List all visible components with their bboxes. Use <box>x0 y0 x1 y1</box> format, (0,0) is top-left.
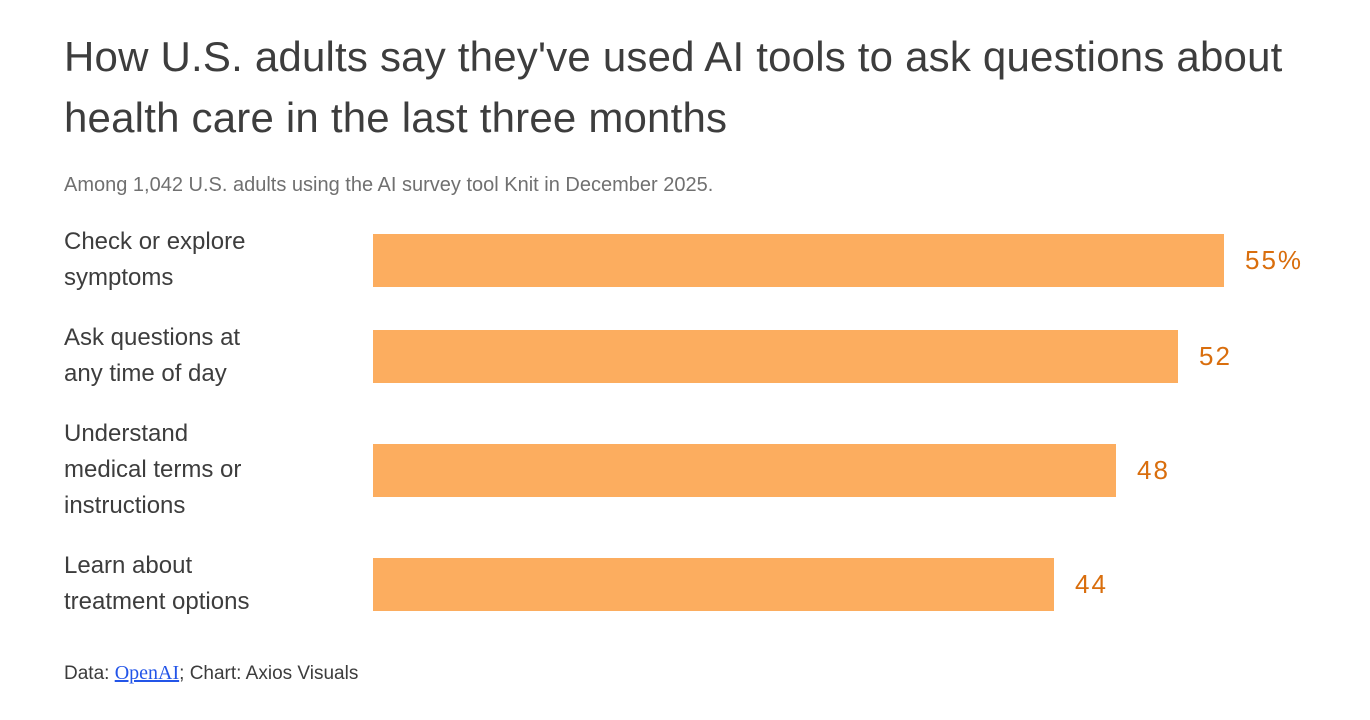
bar <box>373 329 1178 383</box>
value-label: 44 <box>1075 568 1108 599</box>
bar-track: 48 <box>373 443 1306 497</box>
chart-row: Check or explore symptoms 55% <box>64 224 1306 296</box>
chart-row: Ask questions at any time of day 52 <box>64 320 1306 392</box>
bar <box>373 443 1116 497</box>
bar-track: 52 <box>373 329 1306 383</box>
category-label: Check or explore symptoms <box>64 228 246 291</box>
chart-row: Understand medical terms or instructions 48 <box>64 416 1306 524</box>
bar-track: 44 <box>373 557 1306 611</box>
category-label: Ask questions at any time of day <box>64 324 241 387</box>
value-label: 48 <box>1137 454 1170 485</box>
footer-chart-credit: ; Chart: Axios Visuals <box>179 663 359 684</box>
footer-data-prefix: Data: <box>64 663 115 684</box>
chart-title: How U.S. adults say they've used AI tool… <box>64 33 1283 141</box>
chart-subtitle: Among 1,042 U.S. adults using the AI sur… <box>64 174 714 196</box>
category-label: Understand medical terms or instructions <box>64 420 242 519</box>
chart-footer: Data: OpenAI; Chart: Axios Visuals <box>64 662 1306 685</box>
bar <box>373 233 1224 287</box>
bar <box>373 557 1054 611</box>
value-label: 55% <box>1245 244 1304 275</box>
value-label: 52 <box>1199 340 1232 371</box>
bar-chart: Check or explore symptoms 55% Ask questions… <box>64 224 1306 620</box>
data-source-link[interactable]: OpenAI <box>114 662 180 684</box>
bar-track: 55% <box>373 233 1306 287</box>
chart-row: Learn about treatment options 44 <box>64 548 1306 620</box>
category-label: Learn about treatment options <box>64 552 250 615</box>
